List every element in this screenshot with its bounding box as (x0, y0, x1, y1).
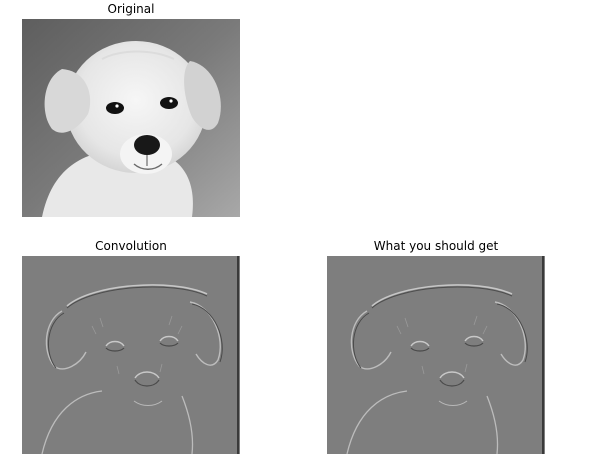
convolution-image (22, 256, 240, 454)
panel-title-convolution: Convolution (95, 239, 167, 253)
panel-original: Original (22, 0, 240, 218)
panel-convolution: Convolution (22, 237, 240, 455)
edge-filtered-puppy (22, 256, 240, 454)
panel-title-original: Original (107, 2, 155, 16)
puppy-photo (22, 19, 240, 217)
edge-filtered-puppy-expected (327, 256, 545, 454)
panel-expected: What you should get (327, 237, 545, 455)
original-image (22, 19, 240, 217)
expected-image (327, 256, 545, 454)
panel-title-expected: What you should get (373, 239, 499, 253)
